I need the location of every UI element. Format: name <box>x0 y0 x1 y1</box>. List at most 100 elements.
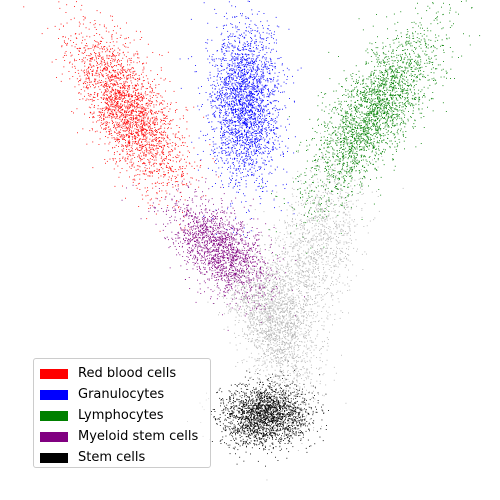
transition-point <box>241 286 243 288</box>
transition-point <box>273 350 275 352</box>
transition-point <box>274 352 275 353</box>
transition-point <box>262 282 264 284</box>
red-blood-cells-point <box>121 100 123 102</box>
transition-point <box>315 338 316 340</box>
transition-point <box>245 298 246 299</box>
red-blood-cells-point <box>196 165 198 167</box>
transition-point <box>297 266 299 268</box>
transition-point <box>303 336 305 338</box>
red-blood-cells-point <box>99 138 101 140</box>
red-blood-cells-point <box>141 120 142 122</box>
red-blood-cells-point <box>168 111 170 112</box>
red-blood-cells-point <box>142 198 144 200</box>
transition-point <box>306 348 308 350</box>
red-blood-cells-point <box>131 136 133 138</box>
transition-point <box>278 285 280 287</box>
transition-point <box>361 209 363 211</box>
red-blood-cells-point <box>113 55 115 57</box>
red-blood-cells-point <box>122 90 124 92</box>
red-blood-cells-point <box>135 143 137 145</box>
transition-point <box>324 233 326 235</box>
transition-point <box>247 325 249 327</box>
transition-point <box>299 383 301 384</box>
transition-point <box>310 352 312 354</box>
transition-point <box>271 315 272 317</box>
red-blood-cells-point <box>138 150 140 151</box>
transition-point <box>312 200 314 201</box>
transition-point <box>275 314 277 315</box>
transition-point <box>241 282 243 283</box>
transition-point <box>285 356 287 358</box>
red-blood-cells-point <box>147 113 148 115</box>
red-blood-cells-point <box>127 156 129 158</box>
transition-point <box>250 325 252 327</box>
transition-point <box>232 294 234 296</box>
transition-point <box>239 342 241 344</box>
transition-point <box>278 357 279 359</box>
red-blood-cells-point <box>145 75 147 77</box>
transition-point <box>335 220 337 222</box>
transition-point <box>283 389 285 391</box>
transition-point <box>286 359 288 361</box>
transition-point <box>296 284 298 286</box>
transition-point <box>361 208 363 209</box>
transition-point <box>308 276 310 278</box>
transition-point <box>223 297 224 299</box>
transition-point <box>299 290 300 291</box>
red-blood-cells-point <box>128 85 130 87</box>
transition-point <box>296 344 298 345</box>
transition-point <box>256 330 258 332</box>
red-blood-cells-point <box>101 74 103 76</box>
transition-point <box>323 306 325 307</box>
red-blood-cells-point <box>142 115 144 116</box>
transition-point <box>283 312 285 313</box>
transition-point <box>292 315 294 317</box>
red-blood-cells-point <box>177 185 179 187</box>
transition-point <box>349 223 351 225</box>
transition-point <box>316 367 317 369</box>
red-blood-cells-point <box>126 79 128 80</box>
transition-point <box>259 340 261 342</box>
transition-point <box>317 305 319 307</box>
transition-point <box>280 360 282 362</box>
transition-point <box>329 331 330 333</box>
transition-point <box>293 387 294 389</box>
transition-point <box>342 212 344 214</box>
transition-point <box>218 276 220 278</box>
transition-point <box>282 300 284 302</box>
transition-point <box>274 325 276 327</box>
transition-point <box>231 300 233 302</box>
transition-point <box>287 275 289 277</box>
transition-point <box>338 237 339 238</box>
red-blood-cells-point <box>125 101 127 103</box>
red-blood-cells-point <box>81 4 83 6</box>
transition-point <box>249 312 251 314</box>
transition-point <box>253 327 254 329</box>
transition-point <box>338 262 339 264</box>
red-blood-cells-point <box>124 102 126 104</box>
transition-point <box>290 332 292 334</box>
transition-point <box>298 430 299 432</box>
transition-point <box>213 270 215 272</box>
transition-point <box>293 357 295 359</box>
red-blood-cells-point <box>98 64 100 65</box>
red-blood-cells-point <box>145 123 147 125</box>
red-blood-cells-point <box>163 130 165 132</box>
transition-point <box>257 341 259 343</box>
red-blood-cells-point <box>99 114 100 116</box>
red-blood-cells-point <box>133 88 135 89</box>
transition-point <box>268 313 270 314</box>
transition-point <box>290 232 292 234</box>
transition-point <box>309 337 311 339</box>
transition-point <box>284 272 285 273</box>
red-blood-cells-point <box>146 138 148 140</box>
transition-point <box>260 296 262 298</box>
transition-point <box>331 210 333 212</box>
transition-point <box>323 272 325 274</box>
transition-point <box>291 336 293 338</box>
transition-point <box>282 316 283 318</box>
transition-point <box>266 270 268 271</box>
transition-point <box>312 269 314 271</box>
red-blood-cells-point <box>137 142 139 143</box>
transition-point <box>268 262 270 264</box>
